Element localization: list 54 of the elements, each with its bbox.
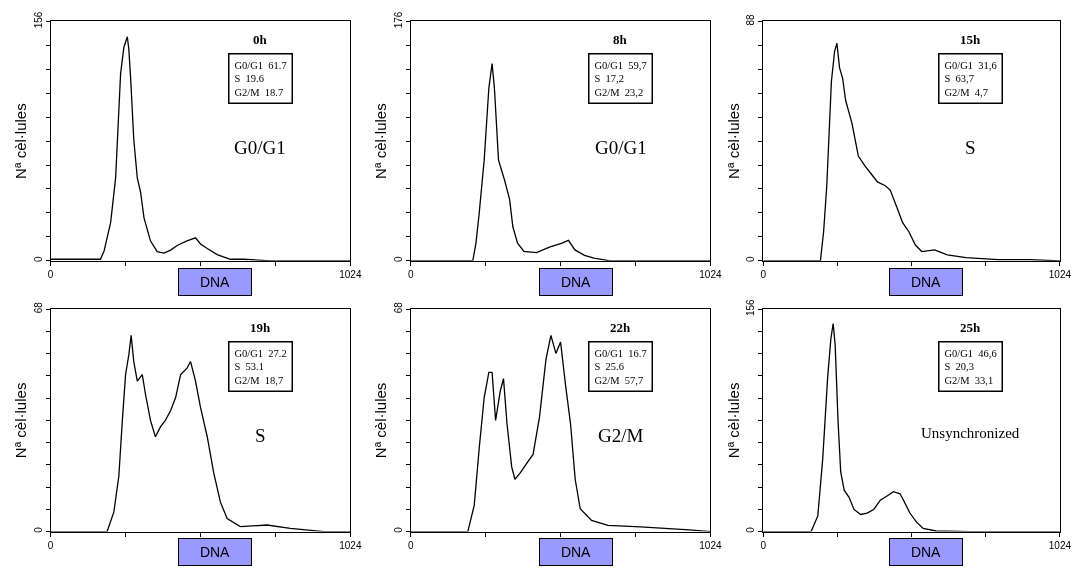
y-tick-label: 0 xyxy=(745,526,757,533)
x-tick-label: 0 xyxy=(407,268,414,280)
annotation: G0/G1 61.7 S 19.6 G2/M 18.7 xyxy=(234,59,287,98)
y-tick-label: 156 xyxy=(32,11,44,29)
annotation: S xyxy=(965,137,976,158)
y-axis-title: Nª cèl·lules xyxy=(11,103,29,179)
x-tick-label: 0 xyxy=(760,268,767,280)
annotation: S xyxy=(255,425,266,446)
text: 0h xyxy=(253,32,268,47)
x-tick-label: 0 xyxy=(47,539,54,551)
y-tick-label: 68 xyxy=(32,301,44,314)
y-tick-label: 156 xyxy=(745,298,757,317)
x-tick-label: 1024 xyxy=(1048,539,1072,551)
y-tick-label: 68 xyxy=(392,301,404,314)
annotation: G0/G1 59,7 S 17,2 G2/M 23,2 xyxy=(594,59,647,98)
y-tick-label: 176 xyxy=(392,11,404,29)
y-axis-title: Nª cèl·lules xyxy=(371,103,389,179)
annotation: G0/G1 xyxy=(234,137,286,158)
annotation: G0/G1 46,6 S 20,3 G2/M 33,1 xyxy=(944,347,997,386)
y-tick-label: 0 xyxy=(32,256,44,263)
x-axis-title: DNA xyxy=(910,544,942,560)
text: 15h xyxy=(960,32,981,47)
y-tick-label: 0 xyxy=(392,256,404,263)
text: 22h xyxy=(610,320,631,335)
x-axis-title: DNA xyxy=(199,274,231,290)
x-tick-label: 0 xyxy=(760,539,767,551)
y-axis-title: Nª cèl·lules xyxy=(724,103,742,179)
x-tick-label: 0 xyxy=(407,539,414,551)
annotation: G0/G1 31,6 S 63,7 G2/M 4,7 xyxy=(944,59,997,98)
x-axis-title: DNA xyxy=(910,274,942,290)
x-tick-label: 1024 xyxy=(339,539,362,551)
annotation: Unsynchronized xyxy=(921,425,1020,441)
annotation: G0/G1 27.2 S 53.1 G2/M 18,7 xyxy=(234,347,287,386)
y-tick-label: 0 xyxy=(745,256,757,263)
y-axis-title: Nª cèl·lules xyxy=(11,382,29,459)
text: 25h xyxy=(960,320,981,335)
text: 19h xyxy=(250,320,271,335)
x-tick-label: 1024 xyxy=(699,539,722,551)
x-axis-title: DNA xyxy=(560,274,592,290)
y-tick-label: 0 xyxy=(32,526,44,533)
x-axis-title: DNA xyxy=(199,544,231,560)
y-tick-label: 0 xyxy=(392,526,404,533)
annotation: G0/G1 16.7 S 25.6 G2/M 57,7 xyxy=(594,347,647,386)
x-tick-label: 0 xyxy=(47,268,54,280)
annotation: G2/M xyxy=(598,425,644,446)
x-tick-label: 1024 xyxy=(1048,268,1072,280)
y-axis-title: Nª cèl·lules xyxy=(724,382,742,459)
y-tick-label: 88 xyxy=(745,13,757,26)
annotation: G0/G1 xyxy=(595,137,647,158)
x-tick-label: 1024 xyxy=(699,268,722,280)
text: 8h xyxy=(613,32,628,47)
x-axis-title: DNA xyxy=(560,544,592,560)
y-axis-title: Nª cèl·lules xyxy=(371,382,389,459)
x-tick-label: 1024 xyxy=(339,268,362,280)
